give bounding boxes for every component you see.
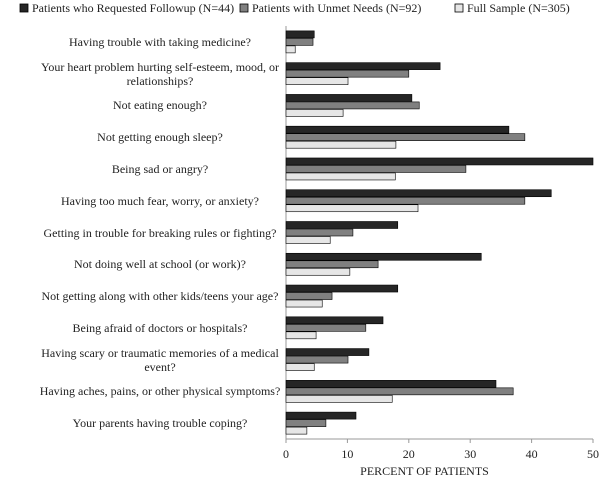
bar — [285, 157, 594, 166]
bar — [285, 292, 333, 300]
bar — [285, 299, 323, 308]
bar — [285, 38, 314, 46]
bar — [285, 395, 393, 403]
category-label: Not getting enough sleep? — [97, 130, 223, 145]
bar — [285, 45, 296, 54]
bar — [285, 77, 349, 85]
x-tick-label: 10 — [341, 447, 353, 461]
x-axis-title: PERCENT OF PATIENTS — [360, 464, 489, 478]
bar — [285, 125, 510, 134]
category-label: Not eating enough? — [113, 98, 207, 113]
bar — [285, 189, 552, 198]
category-label: Being afraid of doctors or hospitals? — [72, 320, 248, 335]
bar — [285, 133, 526, 141]
bar — [285, 411, 357, 420]
bar — [285, 165, 467, 173]
bar — [285, 363, 315, 371]
category-label: Having too much fear, worry, or anxiety? — [60, 193, 259, 208]
legend-swatch — [19, 3, 29, 13]
bar — [285, 316, 384, 325]
bar — [285, 419, 327, 427]
bar — [285, 30, 315, 39]
bar — [285, 331, 317, 340]
x-tick-label: 50 — [587, 447, 599, 461]
bar — [285, 62, 441, 70]
bar — [285, 387, 514, 396]
bar — [285, 348, 370, 356]
bar — [285, 228, 354, 237]
x-tick-label: 40 — [526, 447, 538, 461]
category-label: Having aches, pains, or other physical s… — [39, 384, 281, 399]
bar — [285, 140, 397, 149]
category-label: Having scary or traumatic memories of a … — [41, 345, 279, 374]
bar — [285, 426, 308, 435]
x-tick-label: 20 — [403, 447, 415, 461]
bar — [285, 236, 331, 244]
bar — [285, 196, 526, 205]
bar — [285, 101, 420, 110]
bar — [285, 94, 413, 102]
bar — [285, 267, 351, 276]
bar — [285, 252, 482, 261]
x-tick-label: 30 — [464, 447, 476, 461]
category-label: Your heart problem hurting self-esteem, … — [40, 59, 280, 88]
bar — [285, 172, 396, 181]
category-label: Not getting along with other kids/teens … — [41, 289, 279, 304]
bar — [285, 109, 344, 117]
category-label: Being sad or angry? — [111, 161, 209, 176]
legend-label: Full Sample (N=305) — [467, 1, 570, 15]
bar — [285, 284, 399, 293]
category-label: Not doing well at school (or work)? — [74, 257, 246, 272]
bar — [285, 260, 379, 269]
legend-label: Patients with Unmet Needs (N=92) — [252, 1, 421, 15]
bar — [285, 204, 419, 213]
bar — [285, 221, 399, 229]
legend-swatch — [239, 3, 249, 13]
category-label: Having trouble with taking medicine? — [69, 34, 251, 49]
bar — [285, 380, 497, 388]
category-label: Getting in trouble for breaking rules or… — [43, 225, 277, 240]
x-tick-label: 0 — [283, 447, 289, 461]
bar — [285, 69, 410, 78]
category-label: Your parents having trouble coping? — [72, 416, 248, 431]
bar — [285, 355, 349, 364]
legend-label: Patients who Requested Followup (N=44) — [32, 1, 234, 15]
bar — [285, 324, 367, 332]
legend-swatch — [454, 3, 464, 13]
